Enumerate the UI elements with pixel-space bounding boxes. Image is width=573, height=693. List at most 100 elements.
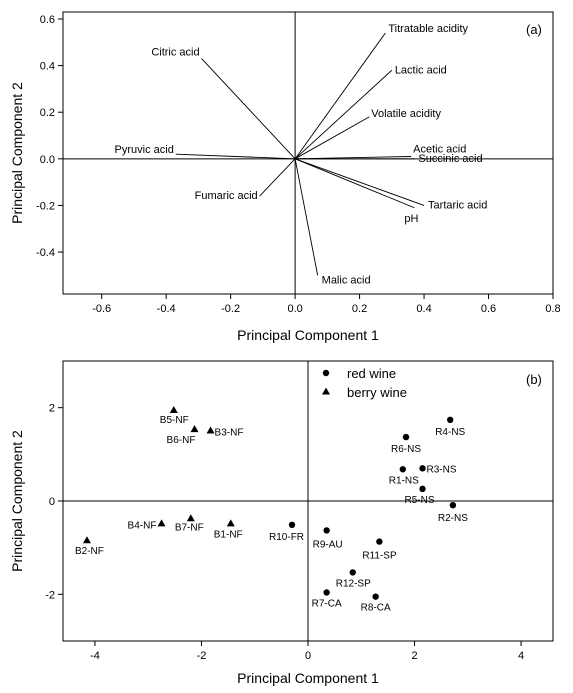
panel-a-y-tick-label: 0.6 <box>40 14 55 26</box>
loading-label-tartaric-acid: Tartaric acid <box>428 199 487 211</box>
point-label-b3-nf: B3-NF <box>215 428 244 439</box>
loading-label-citric-acid: Citric acid <box>151 47 199 59</box>
loading-label-ph: pH <box>404 213 418 225</box>
panel-a-x-tick-label: -0.2 <box>221 303 240 315</box>
panel-b-legend: red wine berry wine <box>322 366 407 400</box>
loading-label-succinic-acid: Succinic acid <box>418 153 482 165</box>
panel-a-y-axis-label: Principal Component 2 <box>9 82 25 224</box>
loading-vector-titratable-acidity <box>294 32 386 160</box>
panel-b-y-axis-label: Principal Component 2 <box>9 430 25 572</box>
panel-b-x-tick-label: -2 <box>197 650 207 662</box>
point-label-r10-fr: R10-FR <box>269 532 304 543</box>
point-b2-nf <box>82 536 91 544</box>
panel-a-y-tick-label: 0.0 <box>40 154 55 166</box>
panel-a-y-tick-label: 0.4 <box>40 61 55 73</box>
panel-b-y-tick-label: -2 <box>45 589 55 601</box>
panel-b-x-ticks: -4 -2 0 2 4 <box>90 641 524 662</box>
panel-a-x-tick-label: 0.4 <box>416 303 431 315</box>
loading-label-volatile-acidity: Volatile acidity <box>371 108 441 120</box>
loading-vector-volatile-acidity <box>294 116 370 160</box>
panel-b: -4 -2 0 2 4 2 0 -2 R4-NS R6-NS R3-NS R1-NS R5-NSR2… <box>9 360 554 686</box>
point-b7-nf <box>186 514 195 522</box>
point-label-r2-ns: R2-NS <box>438 513 468 524</box>
point-label-b5-nf: B5-NF <box>160 415 189 426</box>
loading-vector-malic-acid <box>294 158 319 276</box>
panel-b-x-axis-label: Principal Component 1 <box>237 670 379 686</box>
loading-vector-ph <box>294 158 415 209</box>
point-b1-nf <box>226 519 235 527</box>
panel-b-x-tick-label: 0 <box>305 650 311 662</box>
point-label-b4-nf: B4-NF <box>128 520 157 531</box>
point-r2-ns <box>449 502 457 509</box>
panel-b-y-tick-label: 0 <box>49 496 55 508</box>
panel-a: -0.6 -0.4 -0.2 0.0 0.2 0.4 0.6 0.8 0.6 0.4 0.2 0.0… <box>9 11 561 343</box>
loading-vector-pyruvic-acid <box>175 153 296 160</box>
point-b6-nf <box>190 425 199 433</box>
point-label-r6-ns: R6-NS <box>391 444 421 455</box>
loading-label-lactic-acid: Lactic acid <box>395 64 447 76</box>
panel-a-x-ticks: -0.6 -0.4 -0.2 0.0 0.2 0.4 0.6 0.8 <box>92 294 561 315</box>
point-r5-ns <box>419 485 426 493</box>
panel-a-y-tick-label: -0.4 <box>36 247 55 259</box>
point-b3-nf <box>206 426 215 434</box>
point-label-r12-sp: R12-SP <box>336 578 371 589</box>
point-label-r3-ns: R3-NS <box>427 464 457 475</box>
point-r4-ns <box>447 416 454 423</box>
panel-b-x-tick-label: 2 <box>411 650 417 662</box>
point-label-b1-nf: B1-NF <box>214 529 243 540</box>
point-r6-ns <box>402 433 410 441</box>
panel-a-label: (a) <box>526 22 542 37</box>
panel-b-y-tick-label: 2 <box>49 403 55 415</box>
panel-a-x-tick-label: -0.6 <box>92 303 111 315</box>
point-r10-fr <box>288 521 296 528</box>
legend-marker-red-wine <box>322 369 330 377</box>
point-label-r7-ca: R7-CA <box>312 598 342 609</box>
loading-label-pyruvic-acid: Pyruvic acid <box>115 144 174 156</box>
loading-vector-citric-acid <box>201 58 296 160</box>
panel-a-x-tick-label: 0.6 <box>481 303 496 315</box>
point-label-r5-ns: R5-NS <box>405 495 435 506</box>
loading-vector-fumaric-acid <box>259 158 296 197</box>
loading-label-malic-acid: Malic acid <box>322 274 371 286</box>
panel-b-y-ticks: 2 0 -2 <box>45 403 63 601</box>
point-label-r4-ns: R4-NS <box>435 427 465 438</box>
loading-vector-tartaric-acid <box>294 158 425 206</box>
point-r12-sp <box>349 569 356 576</box>
loading-label-fumaric-acid: Fumaric acid <box>195 190 258 202</box>
loading-vector-lactic-acid <box>294 69 393 160</box>
point-r1-ns <box>399 466 407 473</box>
panel-a-y-tick-label: -0.2 <box>36 200 55 212</box>
point-b5-nf <box>169 406 178 413</box>
panel-a-x-tick-label: 0.8 <box>545 303 560 315</box>
panel-a-x-tick-label: 0.0 <box>287 303 302 315</box>
legend-marker-berry-wine <box>322 387 330 395</box>
panel-a-x-tick-label: -0.4 <box>157 303 176 315</box>
legend-label-berry-wine: berry wine <box>347 385 407 400</box>
loading-label-acetic-acid: Acetic acid <box>413 143 466 155</box>
point-label-r8-ca: R8-CA <box>361 603 391 614</box>
point-label-b2-nf: B2-NF <box>75 546 104 557</box>
panel-a-x-tick-label: 0.2 <box>352 303 367 315</box>
panel-b-label: (b) <box>526 372 542 387</box>
panel-a-x-axis-label: Principal Component 1 <box>237 327 379 343</box>
point-label-r9-au: R9-AU <box>313 539 343 550</box>
panel-a-frame <box>62 11 554 295</box>
point-label-b7-nf: B7-NF <box>175 522 204 533</box>
legend-label-red-wine: red wine <box>347 366 396 381</box>
point-r8-ca <box>372 593 379 600</box>
point-label-b6-nf: B6-NF <box>167 435 196 446</box>
panel-b-x-tick-label: 4 <box>518 650 524 662</box>
point-r7-ca <box>323 589 330 596</box>
panel-b-x-tick-label: -4 <box>90 650 100 662</box>
point-r3-ns <box>419 465 426 472</box>
point-b4-nf <box>157 519 166 527</box>
loading-label-titratable-acidity: Titratable acidity <box>388 23 468 35</box>
point-label-r11-sp: R11-SP <box>362 551 397 562</box>
point-label-r1-ns: R1-NS <box>389 475 419 486</box>
panel-a-y-tick-label: 0.2 <box>40 107 55 119</box>
point-r9-au <box>323 527 330 534</box>
point-r11-sp <box>376 538 383 545</box>
panel-a-y-ticks: 0.6 0.4 0.2 0.0 -0.2 -0.4 <box>36 14 63 259</box>
